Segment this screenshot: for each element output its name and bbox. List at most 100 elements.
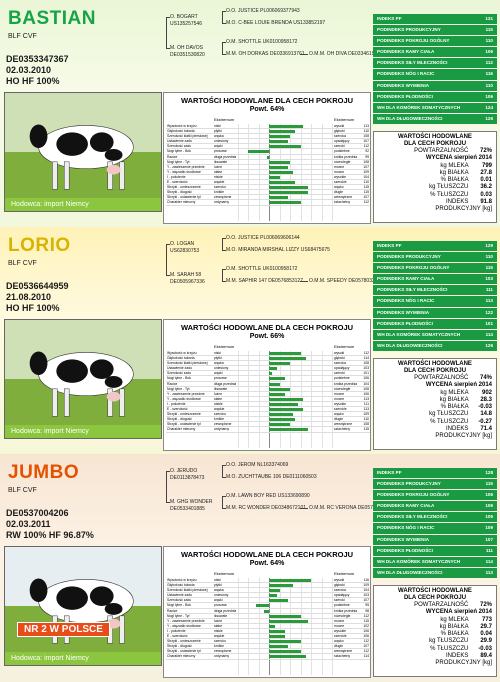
pedigree-dam-dam: M.M. OH DORKAS DE0336913761 [226, 51, 305, 57]
chart-extreme-left: Ekstremum [214, 344, 235, 349]
pedigree-line [300, 281, 308, 282]
trait-value: 115 [363, 185, 369, 190]
trait-low: niskie [214, 401, 223, 406]
conformation-chart: WARTOŚCI HODOWLANE DLA CECH POKROJU Powt.… [163, 92, 371, 224]
trait-high: wewnętrzne [334, 649, 353, 654]
index-label: PODINDEKS POKROJU OGÓLNY [377, 492, 450, 498]
chart-gridline [258, 351, 260, 448]
trait-name: I - położenie [167, 628, 186, 633]
index-value: 110 [485, 82, 493, 88]
trait-name: Strzyki - umieszczenie [167, 185, 201, 190]
index-value: 114 [485, 558, 493, 564]
trait-low: prosowe [214, 376, 227, 381]
value-label: INDEKS [445, 426, 470, 433]
value-number: 27.8 [480, 169, 492, 176]
pedigree-dam-name: M. GHG WONDER [170, 499, 213, 505]
trait-high: równoległe [334, 386, 351, 391]
value-number: -0.03 [478, 645, 492, 652]
value-milk-kg: kg MLEKA 773 [378, 617, 492, 624]
bull-block-jumbo: JUMBO BLF CVF DE0537004206 02.03.2011 RW 100… [0, 454, 500, 682]
trait-high: wąsko [334, 185, 344, 190]
trait-high: głęboki [334, 356, 345, 361]
pedigree-dam-id: DE0351530820 [170, 52, 205, 58]
pedigree-line [166, 502, 170, 503]
chart-extreme-left: Ekstremum [214, 571, 235, 576]
index-value: 101 [485, 320, 493, 326]
pedigree-line [300, 54, 308, 55]
trait-bar [269, 584, 293, 588]
chart-row: Y - zawieszenie przednie luźne mocne 106 [166, 392, 370, 397]
box-title: WARTOŚCI HODOWLANE [398, 588, 472, 594]
trait-name: Strzyki - ustawienie tył [167, 195, 201, 200]
chart-row: I - położenie niskie wysokie 111 [166, 401, 370, 408]
value-label: WYCENA sierpień 2014 [425, 609, 492, 616]
trait-bar [269, 196, 288, 200]
ranking-badge: NR 2 W POLSCE [17, 622, 110, 637]
trait-bar [269, 589, 280, 593]
pedigree-sire-dam: M.O. ZUCHTTAUBE 106 DE0111060503 [226, 474, 317, 480]
value-fat-pct: % TŁUSZCZU 0.03 [378, 192, 492, 199]
trait-low: wąska [214, 134, 224, 139]
index-value: 128 [485, 470, 493, 475]
trait-name: E - szerokość [167, 634, 188, 639]
index-row: PODINDEKS NÓG I RACIC 109 [373, 523, 497, 534]
trait-name: Nogi tylne - Tył [167, 159, 190, 164]
pedigree-line [300, 508, 308, 509]
chart-gridline [332, 351, 333, 448]
trait-name: Szerokość klatki piersiowej [167, 588, 208, 593]
index-value: 115 [485, 481, 493, 487]
trait-high: głęboki [334, 583, 345, 588]
pedigree-line [222, 496, 223, 508]
trait-name: Strzyki - umieszczenie [167, 639, 201, 644]
trait-bar [269, 599, 288, 603]
trait-high: wewnętrzne [334, 195, 353, 200]
bull-photo: NR 2 W POLSCE Hodowca: import Niemcy [4, 546, 162, 666]
trait-high: podsiebne [334, 149, 350, 154]
trait-bar [269, 645, 288, 649]
box-subtitle: DLA CECH POKROJU [403, 141, 467, 147]
pedigree-line [222, 238, 226, 239]
index-row: PODINDEKS POKROJU OGÓLNY 106 [373, 490, 497, 501]
trait-bar [269, 140, 288, 144]
trait-name: Strzyki - umieszczenie [167, 412, 201, 417]
chart-gridline [248, 578, 250, 675]
index-row: PODINDEKS WYMIENIA 122 [373, 307, 497, 318]
value-number: 36.2 [480, 184, 492, 191]
trait-value: 114 [363, 654, 369, 659]
trait-high: szeroki [334, 144, 345, 149]
value-label: WYCENA sierpień 2014 [425, 155, 492, 162]
trait-high: mocne [334, 623, 345, 628]
index-label: PODINDEKS PŁODNOŚCI [377, 547, 433, 553]
pedigree-dam-sire: O.M. SHOTTLE UK0100958172 [226, 39, 298, 45]
trait-bar [269, 423, 291, 427]
chart-row: Szerokość zadu wąski szeroki 101 [166, 371, 370, 377]
trait-name: Charakter mleczny [167, 654, 196, 659]
value-evaluation-date: WYCENA sierpień 2014 [378, 609, 492, 616]
chart-row: Strzyki - długość krótkie długie 107 [166, 644, 370, 650]
index-row: PODINDEKS PRODUKCYJNY 115 [373, 25, 497, 36]
pedigree-sire-sire: O.O. JUSTICE PL006069606144 [226, 235, 300, 241]
trait-bar [269, 175, 280, 179]
trait-bar [269, 367, 278, 371]
trait-value: 108 [363, 361, 369, 366]
value-milk-kg: kg MLEKA 799 [378, 163, 492, 170]
pedigree-line [222, 281, 226, 282]
trait-bar [269, 418, 296, 422]
value-label: % BIAŁKA [440, 404, 470, 411]
index-label: PODINDEKS NÓG I RACIC [377, 298, 435, 304]
chart-gridline [290, 578, 292, 675]
index-row: PODINDEKS RAMY CIAŁA 106 [373, 47, 497, 58]
trait-name: Szerokość klatki piersiowej [167, 134, 208, 139]
trait-bar [269, 392, 285, 396]
box-title: WARTOŚCI HODOWLANE [398, 134, 472, 140]
value-protein-kg: kg BIAŁKA 28.3 [378, 397, 492, 404]
trait-value: 104 [363, 174, 369, 179]
trait-name: I - położenie [167, 401, 186, 406]
index-value: 122 [485, 309, 493, 315]
value-production-index: INDEKS 91.8 [378, 199, 492, 206]
trait-name: Strzyki - ustawienie tył [167, 649, 201, 654]
index-value: 106 [485, 492, 493, 498]
trait-name: I - położenie [167, 174, 186, 179]
trait-name: Głębokość tułowia [167, 129, 195, 134]
chart-row: Y - zawieszenie przednie luźne mocne 107 [166, 165, 370, 170]
